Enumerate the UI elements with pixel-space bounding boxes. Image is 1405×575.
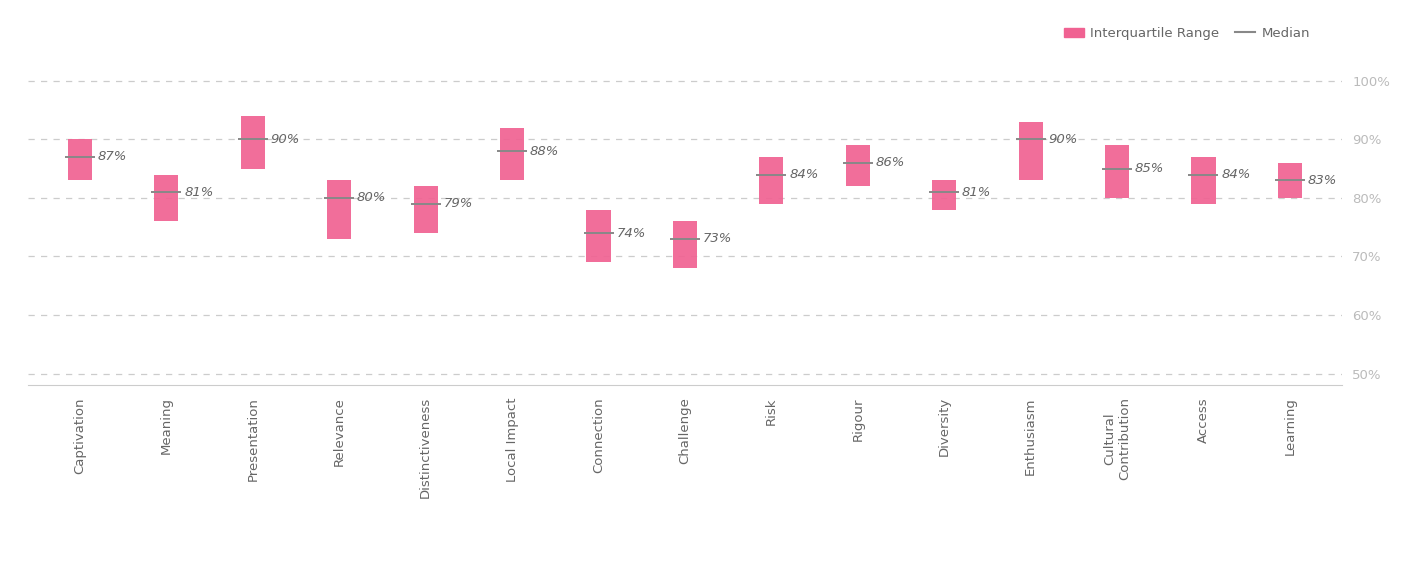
Bar — [1104, 145, 1130, 198]
Bar — [1019, 122, 1043, 181]
Text: 83%: 83% — [1308, 174, 1338, 187]
Text: 84%: 84% — [1221, 168, 1250, 181]
Bar — [586, 210, 611, 262]
Bar — [67, 139, 93, 181]
Text: 81%: 81% — [962, 186, 992, 198]
Bar — [673, 221, 697, 268]
Text: 79%: 79% — [444, 197, 473, 210]
Bar — [413, 186, 438, 233]
Text: 74%: 74% — [617, 227, 646, 240]
Text: 81%: 81% — [184, 186, 214, 198]
Legend: Interquartile Range, Median: Interquartile Range, Median — [1059, 21, 1315, 45]
Bar — [759, 157, 784, 204]
Text: 88%: 88% — [530, 145, 559, 158]
Bar — [932, 181, 957, 210]
Text: 80%: 80% — [357, 191, 386, 205]
Bar — [240, 116, 266, 168]
Bar — [846, 145, 870, 186]
Text: 90%: 90% — [1048, 133, 1078, 146]
Text: 85%: 85% — [1135, 162, 1165, 175]
Bar — [1277, 163, 1302, 198]
Bar — [155, 175, 178, 221]
Text: 90%: 90% — [271, 133, 299, 146]
Bar — [327, 181, 351, 239]
Text: 86%: 86% — [875, 156, 905, 170]
Bar — [500, 128, 524, 181]
Text: 73%: 73% — [702, 232, 732, 246]
Text: 84%: 84% — [790, 168, 819, 181]
Bar — [1191, 157, 1215, 204]
Text: 87%: 87% — [98, 151, 126, 163]
